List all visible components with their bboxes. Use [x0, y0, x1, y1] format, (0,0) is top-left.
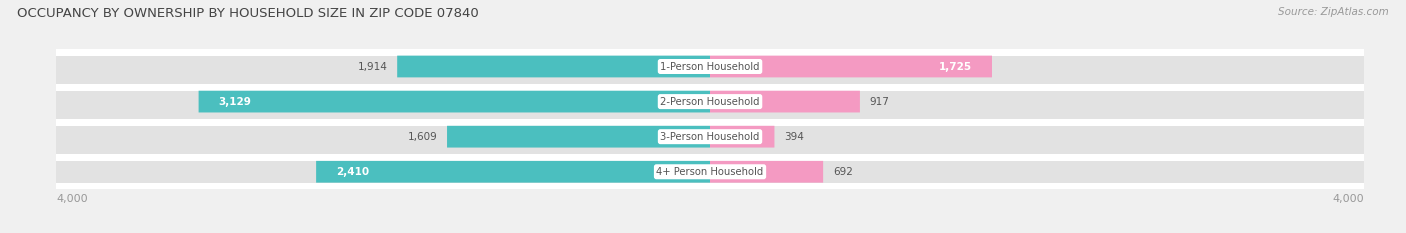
FancyBboxPatch shape — [710, 91, 860, 113]
Text: 394: 394 — [785, 132, 804, 142]
Bar — [56, 49, 1364, 56]
Text: 1-Person Household: 1-Person Household — [661, 62, 759, 72]
Text: 2,410: 2,410 — [336, 167, 368, 177]
Text: OCCUPANCY BY OWNERSHIP BY HOUSEHOLD SIZE IN ZIP CODE 07840: OCCUPANCY BY OWNERSHIP BY HOUSEHOLD SIZE… — [17, 7, 478, 20]
Bar — [56, 154, 1364, 189]
FancyBboxPatch shape — [198, 91, 710, 113]
Bar — [56, 119, 1364, 154]
Bar — [56, 154, 1364, 161]
FancyBboxPatch shape — [396, 56, 710, 77]
Text: 2-Person Household: 2-Person Household — [661, 97, 759, 106]
Bar — [56, 84, 1364, 91]
Text: 1,725: 1,725 — [939, 62, 973, 72]
Bar — [56, 119, 1364, 126]
Text: Source: ZipAtlas.com: Source: ZipAtlas.com — [1278, 7, 1389, 17]
Bar — [56, 84, 1364, 119]
Text: 3-Person Household: 3-Person Household — [661, 132, 759, 142]
Text: 4+ Person Household: 4+ Person Household — [657, 167, 763, 177]
FancyBboxPatch shape — [710, 161, 823, 183]
Text: 4,000: 4,000 — [56, 194, 87, 203]
Text: 1,914: 1,914 — [357, 62, 388, 72]
FancyBboxPatch shape — [316, 161, 710, 183]
FancyBboxPatch shape — [710, 126, 775, 147]
Text: 4,000: 4,000 — [1333, 194, 1364, 203]
FancyBboxPatch shape — [710, 56, 993, 77]
Text: 692: 692 — [832, 167, 853, 177]
Bar — [56, 183, 1364, 189]
Bar — [56, 49, 1364, 84]
Text: 917: 917 — [870, 97, 890, 106]
Text: 1,609: 1,609 — [408, 132, 437, 142]
Text: 3,129: 3,129 — [218, 97, 252, 106]
FancyBboxPatch shape — [447, 126, 710, 147]
